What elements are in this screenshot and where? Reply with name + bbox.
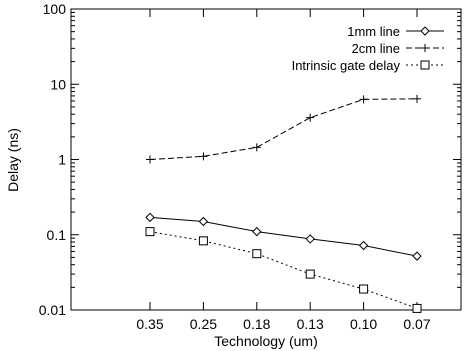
x-tick-label: 0.13 (297, 316, 324, 332)
series-3-point (198, 236, 208, 246)
y-axis-label: Delay (ns) (5, 128, 21, 192)
x-axis-ticks: 0.35 0.25 0.18 0.13 0.10 0.07 (136, 9, 431, 332)
series-line-2 (149, 98, 418, 160)
x-tick-label: 0.07 (403, 316, 430, 332)
y-tick-label: 0.01 (39, 302, 66, 318)
y-axis-ticks: 0.01 0.1 1 10 100 (39, 1, 461, 318)
series-line-1 (149, 216, 418, 257)
y-tick-label: 100 (43, 1, 67, 17)
x-tick-label: 0.25 (190, 316, 217, 332)
y-tick-label: 10 (50, 76, 66, 92)
series-3-point (145, 227, 155, 237)
series-2-point (252, 143, 261, 152)
series-1-point (412, 251, 422, 261)
plot-frame (70, 8, 462, 311)
series-1-point (198, 216, 209, 227)
x-tick-label: 0.10 (350, 316, 377, 332)
legend-swatch-marker (421, 44, 429, 52)
series-3-point (305, 269, 315, 279)
series-1-point (305, 234, 315, 244)
series-1-point (358, 240, 369, 251)
series-1-point (145, 212, 155, 223)
series-line-3 (149, 231, 418, 309)
series-2-point (359, 95, 368, 104)
legend-label: Intrinsic gate delay (292, 58, 401, 73)
legend: 1mm line 2cm line Intrinsic gate delay (292, 24, 444, 73)
series-1-point (252, 226, 262, 237)
series-2-point (306, 113, 315, 122)
series-layer (145, 94, 422, 313)
series-3-point (252, 249, 262, 259)
x-axis-label: Technology (um) (214, 333, 318, 349)
series-2-point (413, 94, 421, 103)
legend-swatch-marker (420, 60, 430, 70)
legend-swatch-marker (420, 26, 430, 36)
series-3-point (359, 284, 369, 294)
legend-label: 2cm line (352, 41, 400, 56)
series-2-point (199, 152, 208, 161)
legend-label: 1mm line (347, 24, 400, 39)
y-tick-label: 0.1 (47, 227, 67, 243)
y-tick-label: 1 (58, 152, 66, 168)
series-3-point (412, 303, 422, 313)
series-2-point (146, 155, 154, 164)
x-tick-label: 0.35 (136, 316, 163, 332)
x-tick-label: 0.18 (243, 316, 270, 332)
